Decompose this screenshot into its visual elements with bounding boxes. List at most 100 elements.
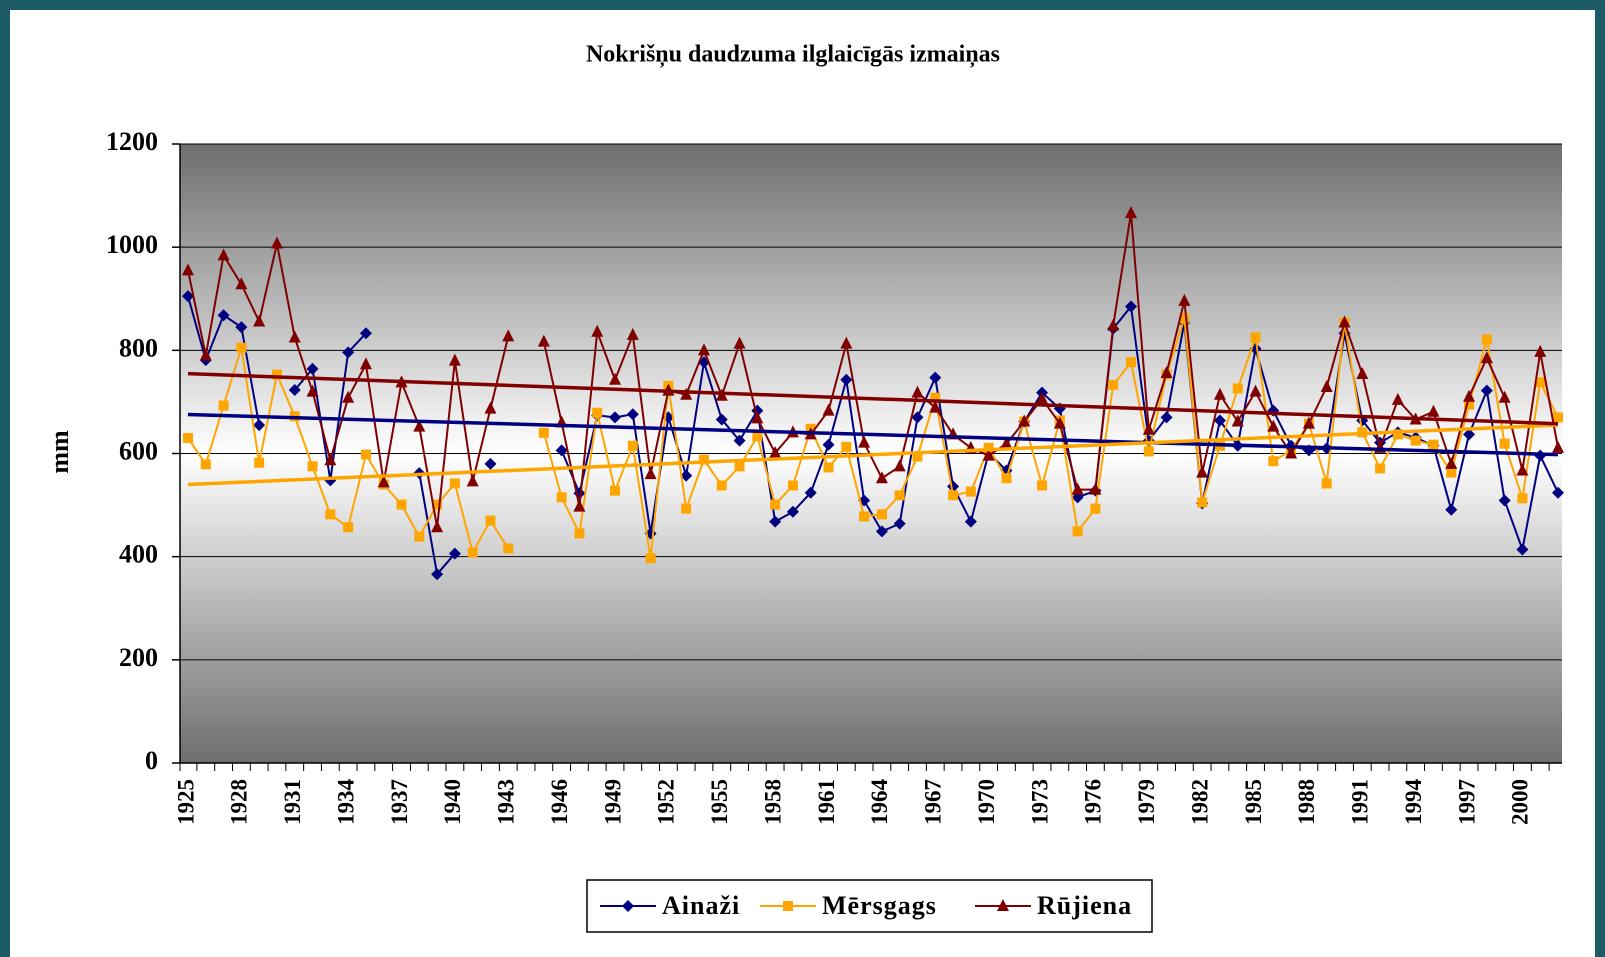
point [822,438,835,451]
point [467,547,478,558]
point [253,314,266,327]
point [715,413,728,426]
point [270,236,283,249]
legend: Ainaži Mērsgags Rūjiena [586,879,1153,933]
point [432,499,443,510]
point [1037,480,1048,491]
point [449,478,460,489]
point [307,461,318,472]
point [1108,379,1119,390]
point [1001,473,1012,484]
trend-line [187,371,1559,426]
point [982,448,995,461]
x-tick-label: 1961 [814,779,839,825]
point [413,419,426,432]
point [1018,414,1031,427]
point [592,407,603,418]
point [609,372,622,385]
point [1124,206,1137,219]
point [1160,411,1173,424]
x-tick-label: 2000 [1508,779,1533,825]
point [1178,293,1191,306]
point [698,454,709,465]
point [626,327,639,340]
point [414,531,425,542]
point [929,400,942,413]
point [1463,428,1476,441]
point [1197,497,1208,508]
point [235,321,248,334]
point [1375,463,1386,474]
y-tick-label: 600 [119,436,158,465]
point [574,528,585,539]
point [1534,344,1547,357]
chart-title: Nokrišņu daudzuma ilglaicīgās izmaiņas [586,42,1000,69]
point [1427,404,1440,417]
point [930,392,941,403]
point [769,445,782,458]
point [716,480,727,491]
point [770,499,781,510]
point [1125,357,1136,368]
y-axis-label: mm [45,430,74,474]
y-tick-label: 800 [119,333,158,362]
x-tick-label: 1952 [654,779,679,825]
trend-line [187,412,1559,457]
x-tick-label: 1997 [1454,779,1479,825]
x-tick-label: 1976 [1081,779,1106,825]
point [218,400,229,411]
point [1498,390,1511,403]
point [911,411,924,424]
point [929,371,942,384]
point [448,353,461,366]
point [359,327,372,340]
point [306,362,319,375]
trend-line [187,423,1559,487]
point [1213,387,1226,400]
point [288,384,301,397]
point [556,492,567,503]
point [626,408,639,421]
point [1071,482,1084,495]
point [680,387,693,400]
point [271,369,282,380]
point [645,553,656,564]
x-tick-label: 1982 [1187,779,1212,825]
point [1124,300,1137,313]
legend-label: Mērsgags [822,891,937,920]
point [325,509,336,520]
point [644,467,657,480]
point [1250,332,1261,343]
point [681,503,692,514]
point [288,330,301,343]
point [1302,416,1315,429]
point [1267,419,1280,432]
x-tick-label: 1934 [333,779,358,826]
point [1445,503,1458,516]
point [1498,494,1511,507]
point [1249,384,1262,397]
y-tick-label: 400 [119,540,158,569]
legend-box [586,879,1153,933]
point [1231,414,1244,427]
point [199,348,212,361]
point [555,444,568,457]
point [217,248,230,261]
point [484,457,497,470]
point [1464,399,1475,410]
point [875,471,888,484]
x-tick-label: 1937 [387,779,412,825]
point [783,901,793,911]
x-tick-label: 1949 [600,779,625,825]
point [1160,366,1173,379]
point [840,336,853,349]
point [734,461,745,472]
y-tick-label: 200 [119,643,158,672]
point [1446,467,1457,478]
point [360,449,371,460]
x-tick-label: 1979 [1134,779,1159,825]
point [236,342,247,353]
point [912,451,923,462]
point [1320,379,1333,392]
